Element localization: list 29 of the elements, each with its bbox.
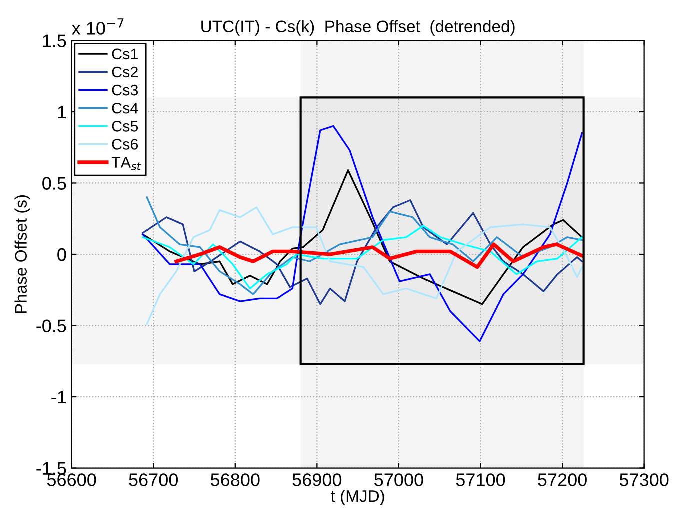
legend-label: TA$_{st}$ (112, 157, 142, 170)
line-series (142, 125, 584, 342)
x-tick-label: 56700 (129, 474, 178, 486)
x-axis-title: t (MJD) (331, 490, 384, 506)
y-axis-title: Phase Offset (s) (14, 195, 30, 314)
x-tick-label: 57000 (374, 474, 424, 486)
legend-label: Cs2 (112, 66, 138, 78)
x-tick-label: 56800 (211, 474, 260, 486)
text: x 10$^{−7}$ (72, 18, 124, 35)
legend-label: Cs3 (112, 84, 138, 96)
line-series (142, 225, 584, 290)
legend-label: Cs1 (112, 48, 138, 60)
x-tick-label: 57100 (456, 474, 506, 486)
y-tick-label: 0.5 (42, 177, 66, 190)
legend-label: Cs4 (112, 102, 138, 114)
y-tick-label: 1 (58, 106, 66, 119)
x-tick-label: 56600 (47, 474, 96, 486)
line-series (146, 206, 584, 326)
x-tick-label: 57200 (538, 474, 587, 486)
chart-title: UTC(IT) - Cs(k) Phase Offset (detrended) (202, 20, 515, 36)
y-tick-label: 0 (58, 248, 66, 262)
x-tick-label: 57300 (620, 474, 669, 486)
x-tick-label: 56900 (292, 474, 342, 486)
y-tick-label: -1 (52, 391, 66, 404)
y-tick-label: 1.5 (43, 34, 66, 48)
legend-label: Cs6 (112, 139, 138, 150)
line-series (174, 242, 584, 270)
legend-label: Cs5 (112, 121, 138, 132)
y-tick-label: -0.5 (36, 320, 66, 332)
